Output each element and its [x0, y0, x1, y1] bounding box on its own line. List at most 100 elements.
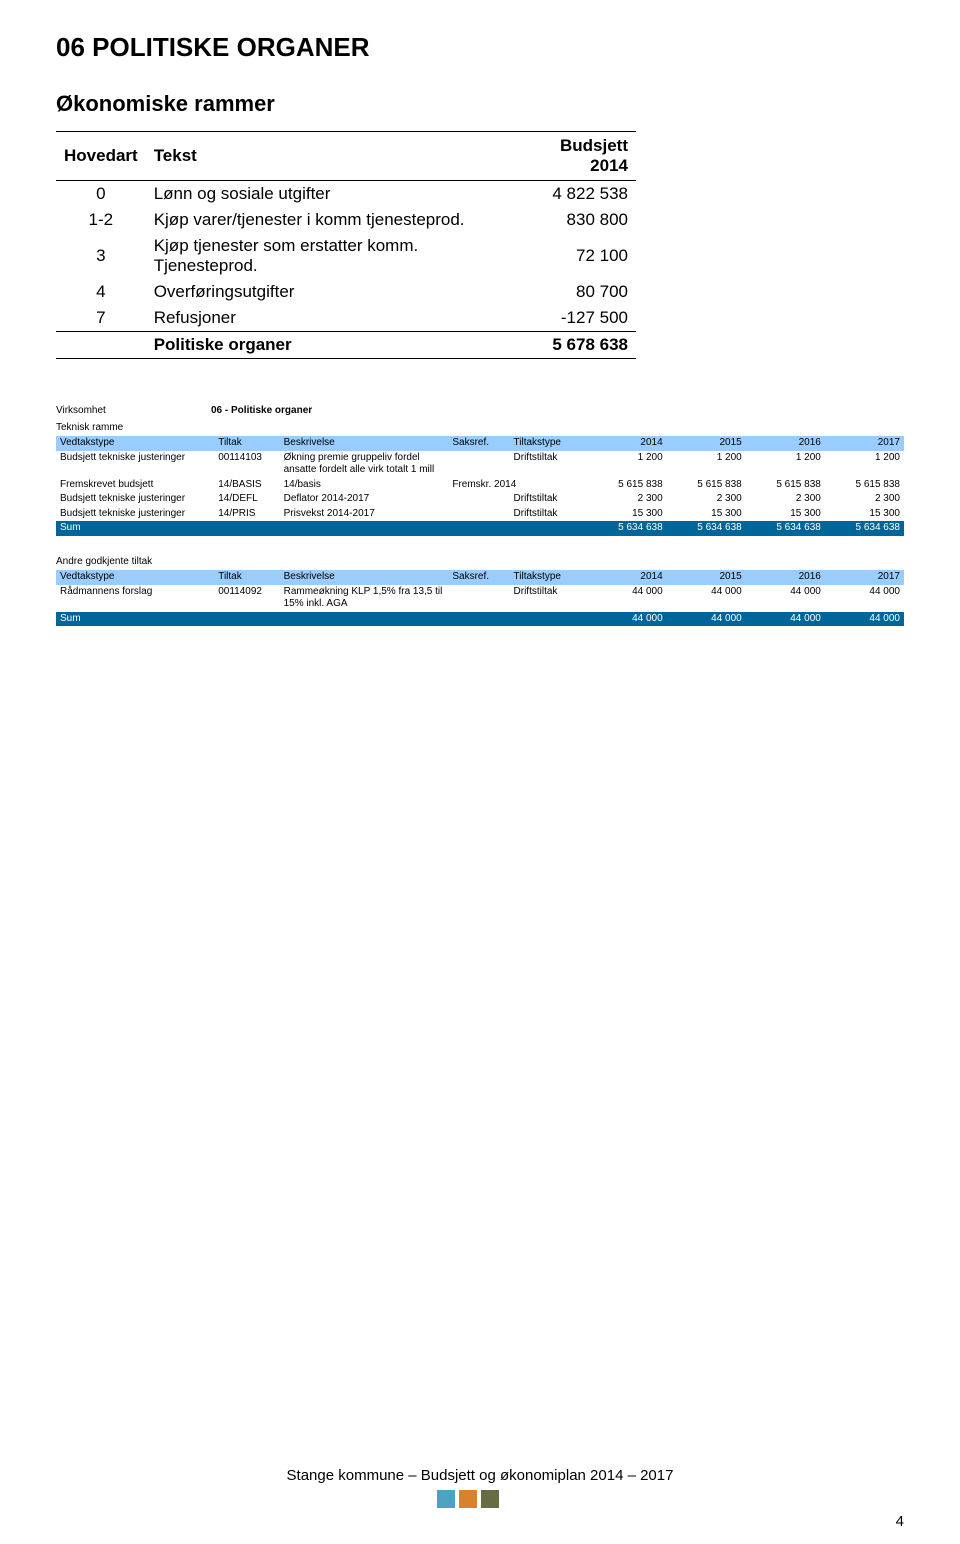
cell-text: Kjøp varer/tjenester i komm tjenesteprod… — [146, 207, 514, 233]
col-2017: 2017 — [825, 570, 904, 585]
cell-ttype — [510, 478, 588, 493]
cell-besk: Rammeøkning KLP 1,5% fra 13,5 til 15% in… — [280, 585, 449, 612]
table-header-row: Vedtakstype Tiltak Beskrivelse Saksref. … — [56, 570, 904, 585]
cell-tiltak: 14/DEFL — [214, 492, 279, 507]
table-row: Budsjett tekniske justeringer 00114103 Ø… — [56, 451, 904, 478]
sum-2014: 5 634 638 — [588, 521, 667, 536]
total-value: 5 678 638 — [513, 332, 636, 359]
andre-tiltak-label: Andre godkjente tiltak — [56, 556, 904, 569]
cell-ttype: Driftstiltak — [510, 492, 588, 507]
cell-budget: -127 500 — [513, 305, 636, 332]
total-label: Politiske organer — [146, 332, 514, 359]
virksomhet-row: Virksomhet 06 - Politiske organer — [56, 405, 904, 418]
col-2015: 2015 — [667, 436, 746, 451]
virksomhet-label: Virksomhet — [56, 405, 211, 418]
teknisk-ramme-block: Virksomhet 06 - Politiske organer Teknis… — [56, 405, 904, 536]
cell-2016: 5 615 838 — [746, 478, 825, 493]
table-sum-row: Sum 44 000 44 000 44 000 44 000 — [56, 612, 904, 627]
col-beskrivelse: Beskrivelse — [280, 570, 449, 585]
cell-vedtak: Rådmannens forslag — [56, 585, 214, 612]
cell-text: Lønn og sosiale utgifter — [146, 181, 514, 208]
sum-2015: 5 634 638 — [667, 521, 746, 536]
cell-2015: 2 300 — [667, 492, 746, 507]
col-tiltak: Tiltak — [214, 570, 279, 585]
cell-code: 1-2 — [56, 207, 146, 233]
cell-tiltak: 00114092 — [214, 585, 279, 612]
sum-2016: 5 634 638 — [746, 521, 825, 536]
sum-2015: 44 000 — [667, 612, 746, 627]
cell-vedtak: Budsjett tekniske justeringer — [56, 451, 214, 478]
cell-2016: 1 200 — [746, 451, 825, 478]
cell-tiltak: 14/BASIS — [214, 478, 279, 493]
col-tiltakstype: Tiltakstype — [510, 570, 588, 585]
sum-label: Sum — [56, 612, 214, 627]
sum-2017: 44 000 — [825, 612, 904, 627]
cell-2016: 2 300 — [746, 492, 825, 507]
cell-saksref: Fremskr. 2014 — [448, 478, 509, 493]
cell-2017: 44 000 — [825, 585, 904, 612]
table-row: 1-2 Kjøp varer/tjenester i komm tjeneste… — [56, 207, 636, 233]
cell-2015: 44 000 — [667, 585, 746, 612]
cell-vedtak: Budsjett tekniske justeringer — [56, 507, 214, 522]
cell-budget: 830 800 — [513, 207, 636, 233]
sum-2014: 44 000 — [588, 612, 667, 627]
cell-ttype: Driftstiltak — [510, 507, 588, 522]
cell-2017: 1 200 — [825, 451, 904, 478]
table-row: 7 Refusjoner -127 500 — [56, 305, 636, 332]
cell-besk: Økning premie gruppeliv fordel ansatte f… — [280, 451, 449, 478]
col-vedtakstype: Vedtakstype — [56, 570, 214, 585]
cell-2014: 1 200 — [588, 451, 667, 478]
page-footer: Stange kommune – Budsjett og økonomiplan… — [0, 1467, 960, 1512]
cell-2014: 5 615 838 — [588, 478, 667, 493]
cell-2017: 5 615 838 — [825, 478, 904, 493]
col-saksref: Saksref. — [448, 570, 509, 585]
cell-2014: 15 300 — [588, 507, 667, 522]
table-row: 3 Kjøp tjenester som erstatter komm. Tje… — [56, 233, 636, 279]
cell-2014: 44 000 — [588, 585, 667, 612]
cell-tiltak: 00114103 — [214, 451, 279, 478]
cell-2016: 44 000 — [746, 585, 825, 612]
sum-2016: 44 000 — [746, 612, 825, 627]
table-sum-row: Sum 5 634 638 5 634 638 5 634 638 5 634 … — [56, 521, 904, 536]
cell-tiltak: 14/PRIS — [214, 507, 279, 522]
table-row: 4 Overføringsutgifter 80 700 — [56, 279, 636, 305]
col-hovedart: Hovedart — [56, 132, 146, 181]
cell-ttype: Driftstiltak — [510, 585, 588, 612]
cell-2015: 1 200 — [667, 451, 746, 478]
cell-2015: 15 300 — [667, 507, 746, 522]
teknisk-table: Vedtakstype Tiltak Beskrivelse Saksref. … — [56, 436, 904, 536]
col-tiltakstype: Tiltakstype — [510, 436, 588, 451]
andre-tiltak-block: Andre godkjente tiltak Vedtakstype Tilta… — [56, 556, 904, 627]
footer-block-1 — [437, 1490, 455, 1508]
col-tekst: Tekst — [146, 132, 514, 181]
cell-2017: 2 300 — [825, 492, 904, 507]
col-2016: 2016 — [746, 570, 825, 585]
cell-code: 3 — [56, 233, 146, 279]
footer-text: Stange kommune – Budsjett og økonomiplan… — [0, 1467, 960, 1484]
col-tiltak: Tiltak — [214, 436, 279, 451]
cell-2015: 5 615 838 — [667, 478, 746, 493]
col-2014: 2014 — [588, 570, 667, 585]
cell-besk: 14/basis — [280, 478, 449, 493]
table-row: Budsjett tekniske justeringer 14/DEFL De… — [56, 492, 904, 507]
table-header-row: Hovedart Tekst Budsjett 2014 — [56, 132, 636, 181]
footer-block-3 — [481, 1490, 499, 1508]
hovedart-table: Hovedart Tekst Budsjett 2014 0 Lønn og s… — [56, 131, 636, 359]
col-2015: 2015 — [667, 570, 746, 585]
sum-2017: 5 634 638 — [825, 521, 904, 536]
cell-2014: 2 300 — [588, 492, 667, 507]
cell-saksref — [448, 507, 509, 522]
andre-table: Vedtakstype Tiltak Beskrivelse Saksref. … — [56, 570, 904, 626]
col-2016: 2016 — [746, 436, 825, 451]
page-number: 4 — [896, 1513, 904, 1530]
cell-ttype: Driftstiltak — [510, 451, 588, 478]
col-vedtakstype: Vedtakstype — [56, 436, 214, 451]
col-beskrivelse: Beskrivelse — [280, 436, 449, 451]
cell-2016: 15 300 — [746, 507, 825, 522]
cell-vedtak: Fremskrevet budsjett — [56, 478, 214, 493]
col-budsjett: Budsjett 2014 — [513, 132, 636, 181]
table-header-row: Vedtakstype Tiltak Beskrivelse Saksref. … — [56, 436, 904, 451]
footer-color-blocks — [437, 1490, 499, 1508]
cell-vedtak: Budsjett tekniske justeringer — [56, 492, 214, 507]
cell-text: Refusjoner — [146, 305, 514, 332]
